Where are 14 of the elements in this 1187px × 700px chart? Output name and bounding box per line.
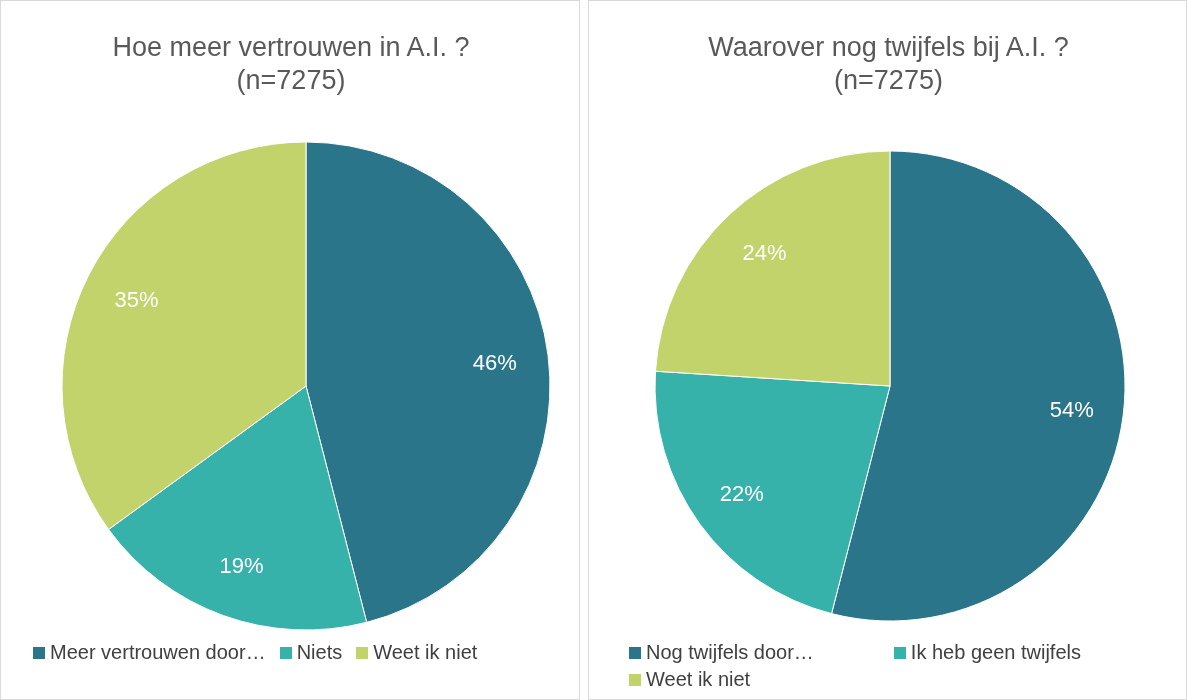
legend-label: Weet ik niet bbox=[646, 668, 751, 691]
chart-title: Waarover nog twijfels bij A.I. ? (n=7275) bbox=[708, 32, 1069, 95]
data-label: 54% bbox=[1049, 396, 1094, 422]
data-label: 35% bbox=[114, 287, 159, 313]
legend-label: Meer vertrouwen door… bbox=[50, 641, 266, 664]
legend-label: Nog twijfels door… bbox=[646, 641, 814, 664]
legend-label: Niets bbox=[296, 641, 343, 664]
data-label: 46% bbox=[472, 349, 517, 375]
chart-title: Hoe meer vertrouwen in A.I. ? (n=7275) bbox=[112, 32, 470, 95]
legend-label: Ik heb geen twijfels bbox=[910, 641, 1081, 664]
legend-label: Weet ik niet bbox=[373, 641, 478, 664]
data-label: 19% bbox=[219, 552, 264, 578]
data-label: 24% bbox=[742, 240, 787, 266]
data-label: 22% bbox=[719, 481, 764, 507]
